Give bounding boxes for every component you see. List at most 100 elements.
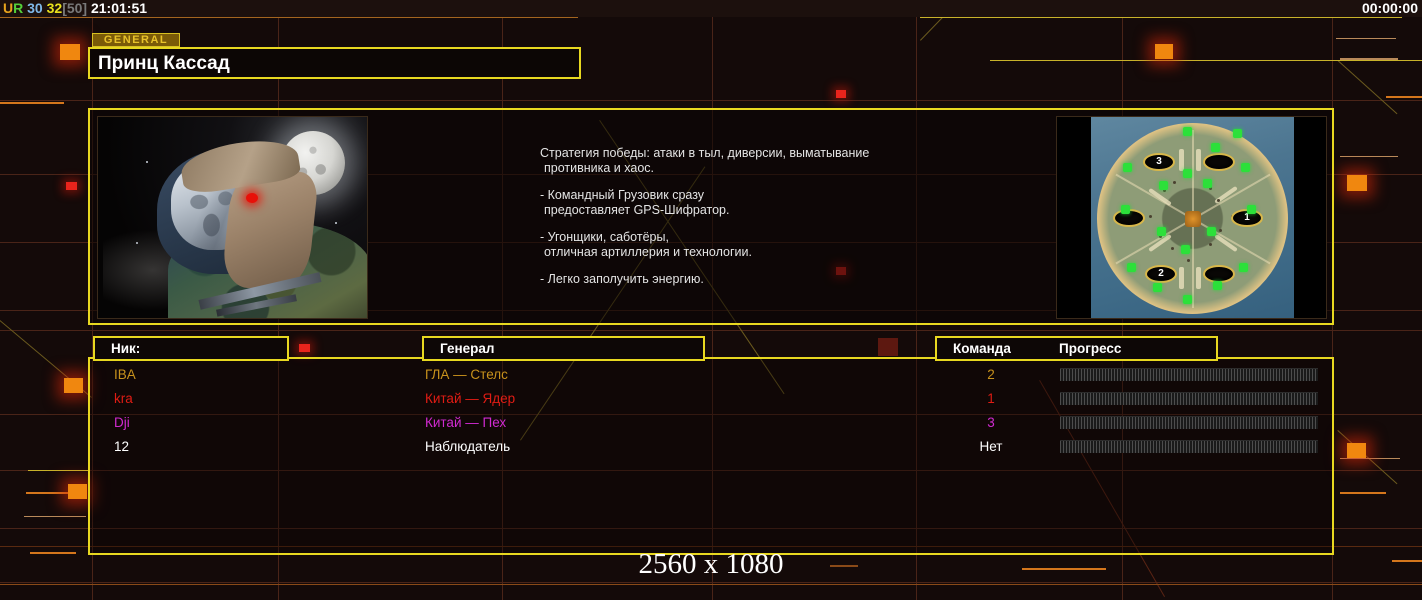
match-clock: 00:00:00 [1361,0,1418,16]
description-line: - Командный Грузовик сразу [540,188,705,202]
bg-grid-line [0,582,1422,583]
general-name-box[interactable]: Принц Кассад [88,47,581,79]
map-base-label: 2 [1158,268,1164,279]
bg-segment [830,565,858,567]
bg-segment [24,516,86,517]
player-team: 2 [987,367,995,382]
table-row[interactable]: Dji Китай — Пех 3 [90,411,1332,435]
map-base-label: 3 [1156,156,1162,167]
bg-segment [1340,458,1400,459]
bg-segment [1022,568,1106,570]
bg-segment [0,584,1422,585]
bg-grid-line [0,100,1422,101]
description-paragraph: - Угонщики, саботёры, отличная артиллери… [540,230,970,260]
map-road [1196,267,1201,289]
general-tab-label: GENERAL [103,34,169,46]
top-status-bar: UR 30 32[50] 21:01:51 00:00:00 [0,0,1422,17]
column-header-general-label: Генерал [440,341,495,356]
bg-segment [1340,58,1398,60]
bg-glow-block [1155,44,1173,59]
bg-glow-block [60,44,80,60]
status-session-time: 21:01:51 [90,0,148,16]
general-portrait [97,116,368,319]
map-detail [1219,229,1222,232]
status-r-label: R [13,0,24,16]
map-resource-icon [1159,181,1168,190]
top-bar-divider [0,17,578,18]
bg-grid-line [0,414,1422,415]
description-paragraph: - Легко заполучить энергию. [540,272,970,287]
map-resource-icon [1183,295,1192,304]
bg-segment [26,492,82,494]
map-detail [1209,243,1212,246]
map-resource-icon [1153,283,1162,292]
player-nick: Dji [114,415,130,430]
table-row[interactable]: kra Китай — Ядер 1 [90,387,1332,411]
bg-glow-block [1347,443,1366,458]
bg-grid-line [0,330,1422,331]
player-progress-bar [1060,440,1318,453]
map-resource-icon [1203,179,1212,188]
map-base-slot[interactable]: 3 [1143,153,1175,171]
bg-segment [30,552,76,554]
bg-segment [0,102,64,104]
description-line: Стратегия победы: атаки в тыл, диверсии,… [540,146,870,160]
map-detail [1159,235,1162,238]
bg-glow-block [64,378,83,393]
map-resource-icon [1213,281,1222,290]
player-progress-bar [1060,392,1318,405]
resolution-label: 2560 x 1080 [638,548,784,580]
player-progress-bar [1060,416,1318,429]
description-paragraph: Стратегия победы: атаки в тыл, диверсии,… [540,146,970,176]
general-info-panel: Стратегия победы: атаки в тыл, диверсии,… [88,108,1334,325]
player-general: Китай — Ядер [425,391,516,406]
star-icon [146,161,149,164]
player-team: 1 [987,391,995,406]
map-resource-icon [1127,263,1136,272]
general-description: Стратегия победы: атаки в тыл, диверсии,… [540,146,970,299]
player-nick: 12 [114,439,130,454]
map-resource-icon [1207,227,1216,236]
player-general: ГЛА — Стелс [425,367,508,382]
description-line: отличная артиллерия и технологии. [544,245,752,259]
bg-segment [1340,156,1398,157]
player-team: Нет [979,439,1003,454]
player-general: Наблюдатель [425,439,511,454]
map-preview[interactable]: 3 1 2 [1056,116,1327,319]
map-base-slot[interactable] [1203,153,1235,171]
map-road [1179,267,1184,289]
column-header-nick: Ник: [93,336,289,361]
map-base-label: 1 [1244,212,1250,223]
status-value-bracket: [50] [62,0,88,16]
bg-diagonal-trace [1337,60,1398,115]
bg-segment [28,470,88,471]
star-icon [334,221,337,224]
bg-red-block [299,344,310,352]
resource-status-readout: UR 30 32[50] 21:01:51 [3,0,147,17]
map-detail [1173,181,1176,184]
description-paragraph: - Командный Грузовик сразу предоставляет… [540,188,970,218]
bg-segment [1336,38,1396,39]
description-line: - Легко заполучить энергию. [540,272,704,286]
table-row[interactable]: IBA ГЛА — Стелс 2 [90,363,1332,387]
status-value-ready: 32 [46,0,63,16]
portrait-red-eye [245,193,258,204]
bg-grid-line [0,470,1422,471]
column-header-progress-label: Прогресс [1059,341,1122,356]
map-resource-icon [1157,227,1166,236]
map-road [1179,149,1184,171]
table-row[interactable]: 12 Наблюдатель Нет [90,435,1332,459]
map-road [1196,149,1201,171]
bg-segment [990,60,1422,61]
general-section-tab: GENERAL [92,33,180,47]
description-line: предоставляет GPS-Шифратор. [544,203,730,217]
bg-segment [1340,492,1386,494]
bg-segment [0,546,1422,547]
bg-red-block [66,182,77,190]
map-resource-icon [1211,143,1220,152]
bg-glow-block [1347,175,1367,191]
player-nick: IBA [114,367,136,382]
bg-grid-line [0,528,1422,529]
map-base-slot[interactable]: 2 [1145,265,1177,283]
